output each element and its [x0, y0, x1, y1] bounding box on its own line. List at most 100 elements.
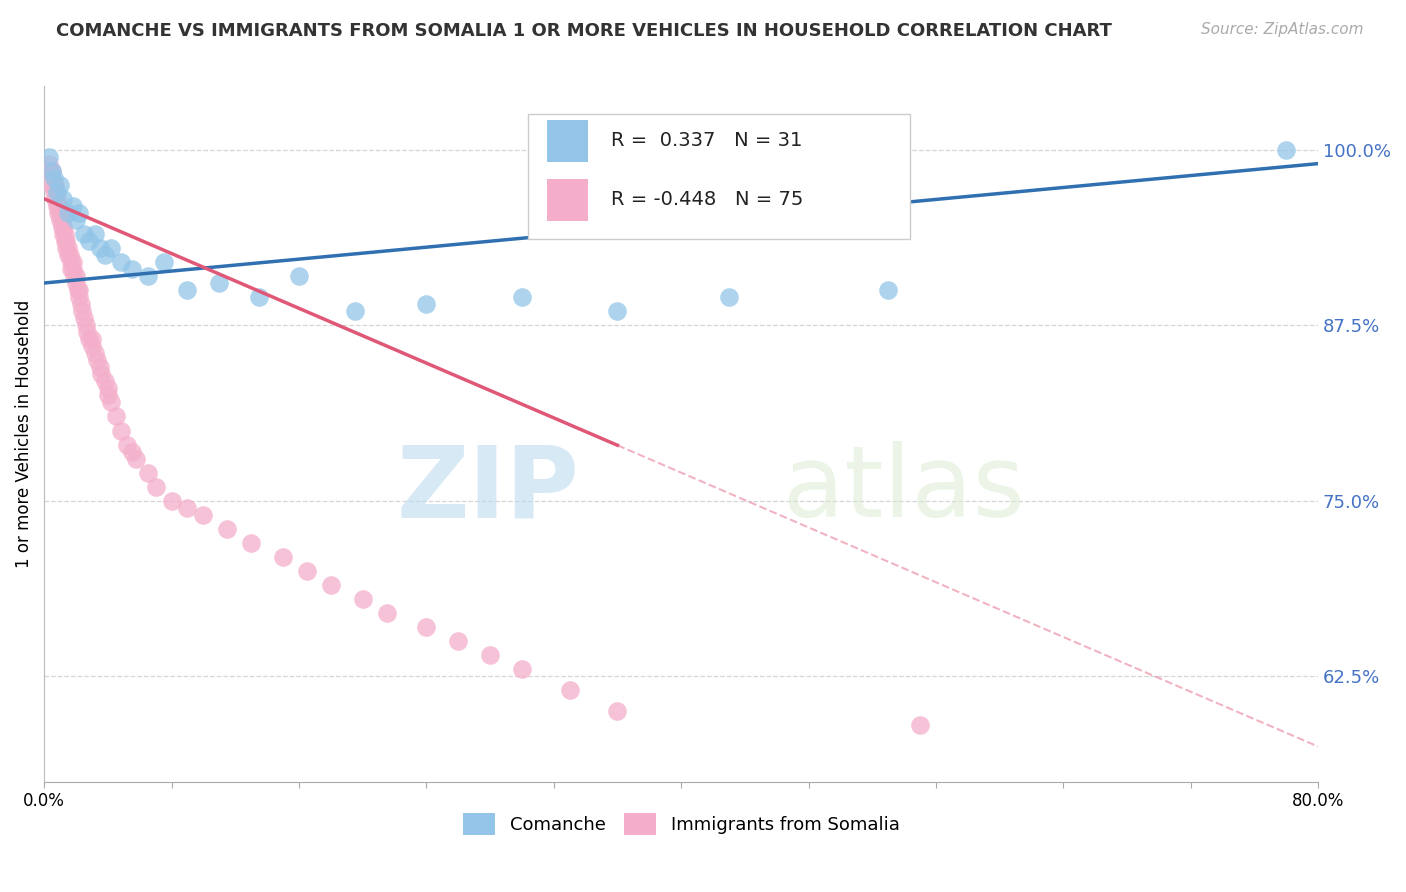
Point — [75, 318, 97, 333]
Text: ZIP: ZIP — [396, 442, 579, 538]
Point — [86, 353, 108, 368]
Point — [67, 206, 90, 220]
Point — [136, 268, 159, 283]
Text: Source: ZipAtlas.com: Source: ZipAtlas.com — [1201, 22, 1364, 37]
Point — [48, 206, 70, 220]
Point — [176, 500, 198, 515]
Point — [90, 368, 112, 382]
Point — [52, 219, 75, 234]
Point — [49, 178, 72, 192]
Point — [84, 346, 107, 360]
Point — [62, 255, 84, 269]
Point — [415, 620, 437, 634]
Point — [510, 662, 533, 676]
Bar — [547, 120, 588, 161]
Point — [100, 395, 122, 409]
Point — [63, 268, 86, 283]
Point — [60, 255, 83, 269]
Point — [288, 268, 311, 283]
Point — [121, 262, 143, 277]
Point — [1275, 143, 1298, 157]
Point — [67, 283, 90, 297]
Point — [510, 290, 533, 304]
Point — [69, 297, 91, 311]
Point — [45, 185, 67, 199]
Point — [48, 199, 70, 213]
Point — [447, 634, 470, 648]
Point — [73, 311, 96, 326]
Point — [104, 409, 127, 424]
FancyBboxPatch shape — [529, 114, 911, 239]
Point — [100, 241, 122, 255]
Point — [247, 290, 270, 304]
Point — [56, 248, 79, 262]
Point — [295, 564, 318, 578]
Point — [49, 212, 72, 227]
Point — [558, 683, 581, 698]
Point — [62, 262, 84, 277]
Text: COMANCHE VS IMMIGRANTS FROM SOMALIA 1 OR MORE VEHICLES IN HOUSEHOLD CORRELATION : COMANCHE VS IMMIGRANTS FROM SOMALIA 1 OR… — [56, 22, 1112, 40]
Point — [45, 199, 67, 213]
Point — [352, 592, 374, 607]
Point — [110, 424, 132, 438]
Point — [80, 339, 103, 353]
Point — [717, 290, 740, 304]
Y-axis label: 1 or more Vehicles in Household: 1 or more Vehicles in Household — [15, 300, 32, 568]
Point — [76, 325, 98, 339]
Point — [65, 212, 87, 227]
Point — [38, 150, 60, 164]
Point — [65, 268, 87, 283]
Point — [208, 276, 231, 290]
Text: R = -0.448   N = 75: R = -0.448 N = 75 — [612, 190, 803, 210]
Point — [53, 227, 76, 241]
Point — [42, 170, 65, 185]
Point — [125, 451, 148, 466]
Point — [77, 234, 100, 248]
Point — [41, 178, 63, 192]
Point — [42, 178, 65, 192]
Point — [375, 606, 398, 620]
Point — [136, 466, 159, 480]
Point — [152, 255, 174, 269]
Point — [97, 381, 120, 395]
Point — [343, 304, 366, 318]
Bar — [547, 178, 588, 220]
Point — [415, 297, 437, 311]
Text: R =  0.337   N = 31: R = 0.337 N = 31 — [612, 131, 803, 151]
Point — [97, 388, 120, 402]
Point — [93, 248, 115, 262]
Point — [56, 241, 79, 255]
Point — [53, 234, 76, 248]
Point — [60, 262, 83, 277]
Point — [110, 255, 132, 269]
Point — [44, 192, 66, 206]
Point — [38, 156, 60, 170]
Point — [49, 206, 72, 220]
Point — [240, 536, 263, 550]
Point — [72, 304, 94, 318]
Point — [42, 185, 65, 199]
Point — [89, 360, 111, 375]
Point — [217, 522, 239, 536]
Point — [62, 199, 84, 213]
Text: atlas: atlas — [783, 442, 1025, 538]
Point — [271, 549, 294, 564]
Point — [145, 480, 167, 494]
Point — [121, 444, 143, 458]
Point — [51, 212, 73, 227]
Point — [66, 283, 89, 297]
Point — [77, 332, 100, 346]
Point — [115, 437, 138, 451]
Point — [56, 206, 79, 220]
Point — [193, 508, 215, 522]
Legend: Comanche, Immigrants from Somalia: Comanche, Immigrants from Somalia — [456, 805, 907, 842]
Point — [44, 178, 66, 192]
Point — [160, 493, 183, 508]
Point — [877, 283, 900, 297]
Point — [45, 192, 67, 206]
Point — [58, 248, 80, 262]
Point — [84, 227, 107, 241]
Point — [479, 648, 502, 663]
Point — [67, 290, 90, 304]
Point — [908, 718, 931, 732]
